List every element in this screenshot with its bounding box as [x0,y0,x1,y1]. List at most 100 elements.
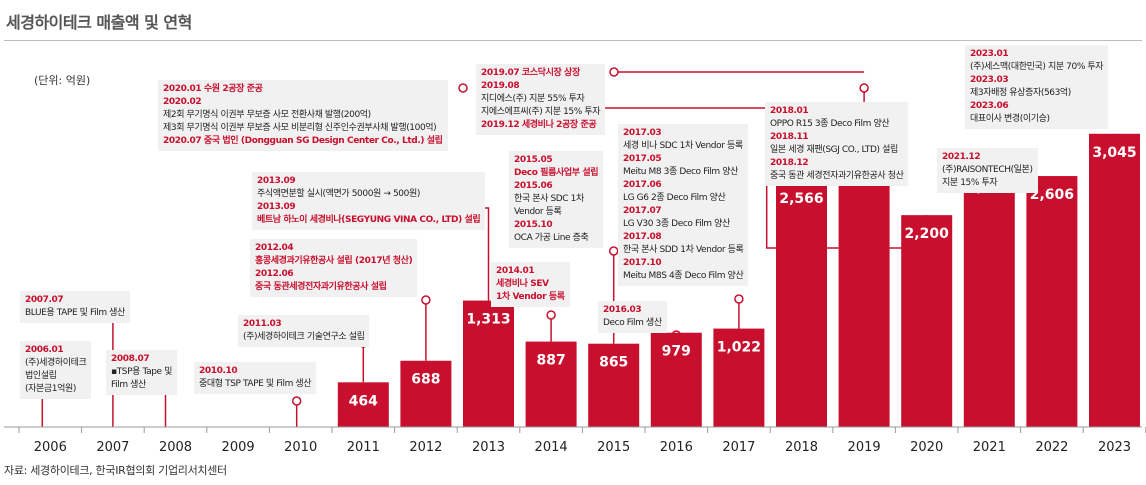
bar-2016 [650,332,702,427]
annotation-box-2011: 2011.03 (주)세경하이테크 기술연구소 설립 [238,315,370,347]
annotation-line: 지에스에프씨(주) 지분 15% 투자 [481,107,601,117]
annotation-line: Vendor 등록 [514,207,562,217]
annotation-box-2010: 2010.10 중대형 TSP TAPE 및 Film 생산 [194,362,317,394]
bar-2011 [337,382,389,427]
source-note: 자료: 세경하이테크, 한국IR협의회 기업리서치센터 [4,464,227,477]
annotation-line: 2015.10 [514,220,553,230]
annotation-line: 2020.07 중국 법인 (Dongguan SG Design Center… [163,136,443,146]
annotation-line: 2017.08 [623,232,662,242]
annotation-line: 2018.01 [770,106,809,116]
annotation-line: 지디에스(주) 지분 55% 투자 [481,94,585,104]
x-tick-label-2022: 2022 [1035,440,1068,455]
x-tick-label-2017: 2017 [722,440,755,455]
x-axis: 2006 2007 2008 2009 2010 2011 2012 2013 2014 2015… [4,426,1146,455]
annotation-line: 2023.03 [970,75,1009,85]
annotation-line: 1차 Vendor 등록 [496,292,565,302]
annotation-line: 2014.01 [496,266,535,276]
bar-2021 [963,168,1015,427]
bar-value-label-2013: 1,313 [466,312,510,328]
annotation-line: OPPO R15 3종 Deco Film 양산 [770,119,890,129]
annotation-line: 베트남 하노이 세경비나(SEGYUNG VINA CO., LTD) 설립 [257,215,481,225]
annotation-line: Deco Film 생산 [603,318,662,328]
annotation-line: 2015.06 [514,181,553,191]
annotation-box-2019: 2019.07 코스닥시장 상장 2019.08 지디에스(주) 지분 55% 투자… [476,64,606,135]
bar-value-label-2017: 1,022 [717,340,761,356]
bar-2019 [838,156,890,427]
x-tick-label-2013: 2013 [472,440,505,455]
x-tick-label-2019: 2019 [848,440,881,455]
x-tick-label-2014: 2014 [535,440,568,455]
annotation-line: 한국 본사 SDC 1차 [514,194,584,204]
annotation-line: 2017.05 [623,154,662,164]
annotation-line: (주)세경하이테크 [25,358,87,368]
annotation-line: 2019.08 [481,81,520,91]
annotation-line: 2016.03 [603,305,642,315]
leader-dot-2019-box [609,67,619,77]
x-tick-label-2023: 2023 [1098,440,1131,455]
annotation-line: 2007.07 [25,295,64,305]
annotation-line: ▪TSP용 Tape 및 [111,367,172,377]
annotation-line: Deco 필름사업부 설립 [514,168,599,178]
annotation-line: 세경비나 SEV [496,279,549,289]
annotation-line: 2021.12 [942,152,981,162]
annotation-line: (주)세경하이테크 기술연구소 설립 [243,332,365,342]
annotation-box-2017: 2017.03 세경 비나 SDC 1차 Vendor 등록 2017.05 Meit… [618,124,749,286]
bar-2012 [400,360,452,427]
annotation-line: 2011.03 [243,319,282,329]
annotation-box-2021: 2021.12 (주)RAISONTECH(일본) 지분 15% 투자 [937,148,1038,193]
annotation-line: 2023.01 [970,49,1009,59]
bar-2022 [1026,176,1078,427]
bar-2017 [713,328,765,427]
annotation-line: 2017.07 [623,206,662,216]
annotation-line: LG V30 3종 Deco Film 양산 [623,219,730,229]
annotation-line: (주)세스맥(대한민국) 지분 70% 투자 [970,62,1104,72]
annotation-box-2007: 2007.07 BLUE용 TAPE 및 Film 생산 [20,291,130,323]
annotation-line: 2008.07 [111,354,150,364]
leader-dot-2015 [608,246,619,256]
annotation-line: Meitu M8S 4종 Deco Film 양산 [623,271,744,281]
bar-value-label-2023: 3,045 [1092,145,1136,161]
x-tick-label-2020: 2020 [910,440,943,455]
bar-value-label-2014: 887 [536,353,565,369]
annotation-line: 2012.04 [255,243,294,253]
annotation-box-2008: 2008.07 ▪TSP용 Tape 및 Film 생산 [106,350,177,395]
annotation-line: 지분 15% 투자 [942,178,998,188]
x-tick-label-2015: 2015 [597,440,630,455]
leader-dot-2012 [421,295,431,305]
bar-value-label-2015: 865 [599,355,628,371]
x-tick-label-2012: 2012 [409,440,442,455]
annotation-line: 제2회 무기명식 이권부 무보증 사모 전환사채 발행(200억) [163,110,371,120]
annotation-line: (주)RAISONTECH(일본) [942,165,1033,175]
annotation-line: 2018.12 [770,158,809,168]
annotation-line: 2020.02 [163,97,202,107]
annotation-line: 일본 세경 재팬(SGJ CO., LTD) 설립 [770,145,898,155]
bar-2013 [463,300,514,427]
annotation-line: 2023.06 [970,101,1009,111]
bar-value-label-2012: 688 [411,372,440,388]
x-tick-label-2007: 2007 [96,440,129,455]
bar-2015 [588,343,640,427]
annotation-line: BLUE용 TAPE 및 Film 생산 [25,308,125,318]
annotation-line: 중국 동관세경전자과기유한공사 설립 [255,282,387,292]
x-tick-label-2011: 2011 [347,440,380,455]
annotation-line: (자본금1억원) [25,384,76,394]
bar-2023 [1089,133,1140,428]
title-divider [4,40,1142,41]
annotation-line: 중대형 TSP TAPE 및 Film 생산 [199,379,312,389]
annotation-line: 2006.01 [25,345,64,355]
annotation-line: 2013.09 [257,176,296,186]
annotation-box-2016: 2016.03 Deco Film 생산 [598,301,667,333]
x-tick-label-2009: 2009 [222,440,255,455]
x-tick-label-2018: 2018 [785,440,818,455]
annotation-line: OCA 가공 Line 증축 [514,233,589,243]
annotation-box-2006: 2006.01 (주)세경하이테크 법인설립 (자본금1억원) [20,341,92,399]
annotation-line: Film 생산 [111,380,146,390]
annotation-line: 2010.10 [199,366,238,376]
annotation-line: 세경 비나 SDC 1차 Vendor 등록 [623,141,743,151]
leader-dot-2019 [859,83,869,93]
page-title: 세경하이테크 매출액 및 연혁 [6,13,192,32]
leader-dot-2014 [546,310,556,320]
annotation-line: 2017.06 [623,180,662,190]
annotation-line: 한국 본사 SDD 1차 Vendor 등록 [623,245,744,255]
annotation-box-2020: 2020.01 수원 2공장 준공 2020.02 제2회 무기명식 이권부 무보증… [158,80,448,151]
